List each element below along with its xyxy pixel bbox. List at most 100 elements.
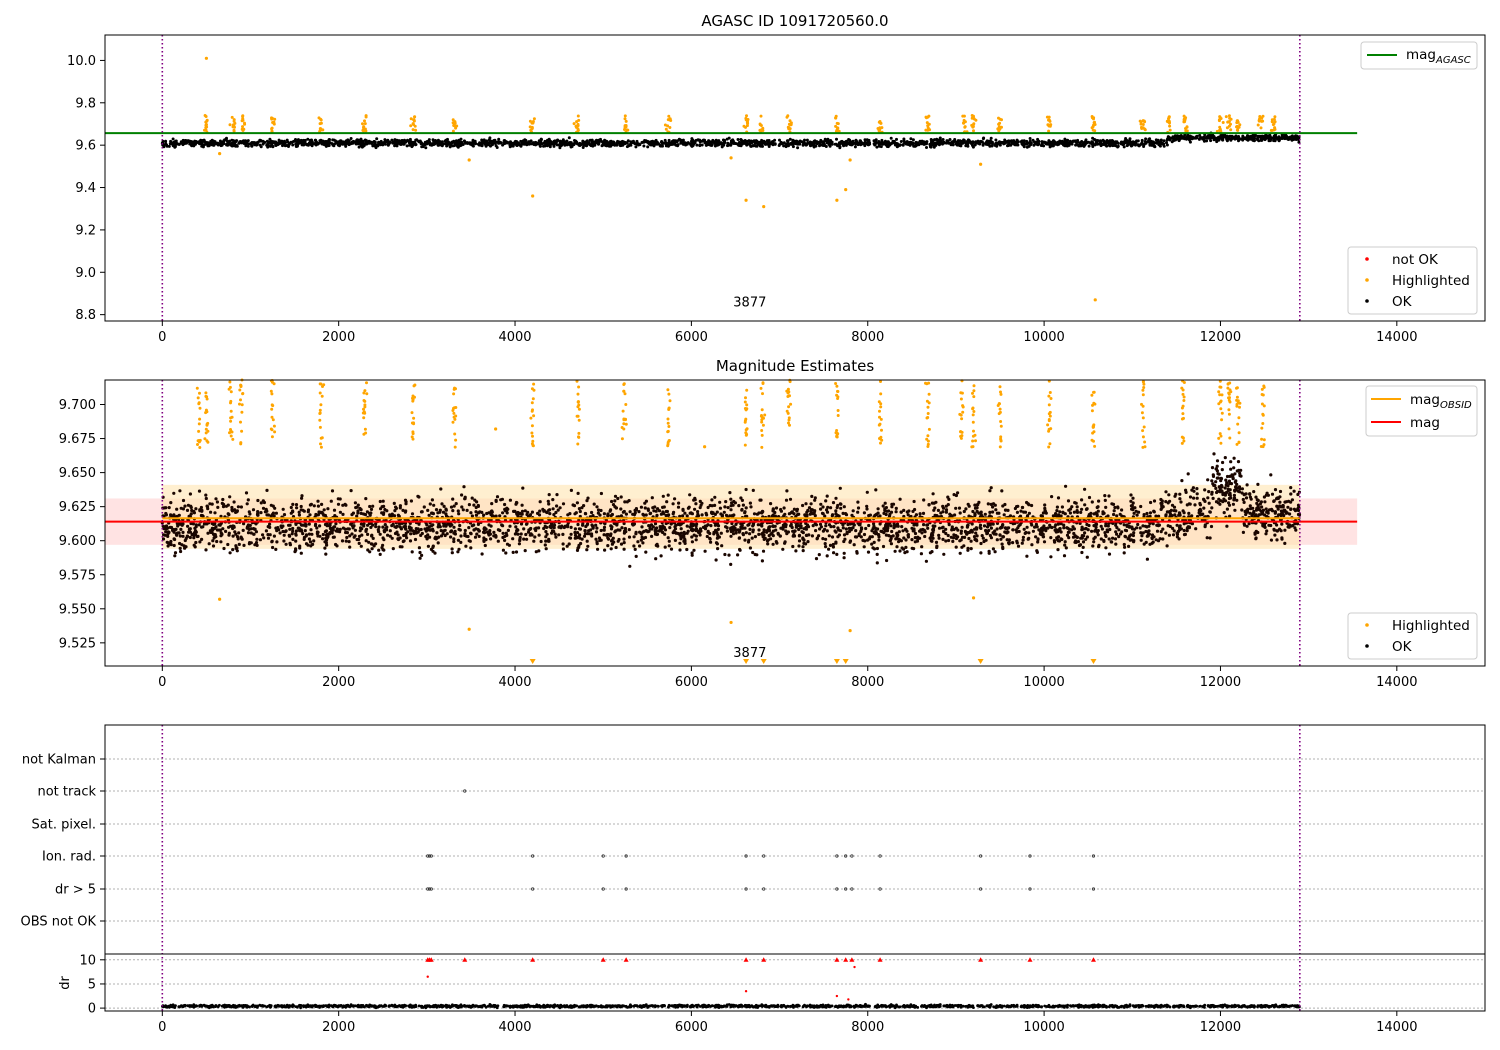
ok-point [325,532,329,536]
ok-point [361,144,365,148]
ok-point [570,142,574,146]
ok-point [820,511,825,515]
ok-point [391,547,395,551]
ok-point [584,140,588,144]
ok-point [211,143,215,146]
ok-point [569,532,573,536]
ok-point [359,137,363,141]
ok-point [759,144,763,148]
highlighted-point [1167,116,1171,120]
ok-point [692,498,696,502]
ok-point [769,141,773,145]
ok-point [1084,537,1088,541]
ok-point [1054,523,1058,527]
ok-point [1087,144,1091,148]
ok-point [348,545,352,549]
ok-point [288,141,292,145]
ok-point [863,144,867,148]
ok-point [1106,141,1110,145]
highlighted-point [787,127,791,131]
highlighted-point [1093,129,1097,133]
ok-point [1221,138,1224,142]
ok-point [771,542,775,546]
ok-point [815,140,819,144]
ok-point [1108,144,1112,148]
highlighted-point [761,129,765,132]
ok-point [567,136,571,140]
ok-point [1280,522,1284,526]
ok-point [228,139,232,143]
ok-point [713,495,717,499]
ok-point [781,547,785,551]
ok-point [784,498,789,502]
ok-point [321,532,325,537]
ok-point [743,538,747,542]
ok-point [509,142,513,146]
ok-point [1242,136,1246,140]
ok-point [548,511,552,516]
ok-point [717,139,721,143]
ok-point [250,144,254,148]
ok-point [622,537,626,541]
ok-point [473,535,478,539]
ok-point [936,508,941,512]
ok-point [1085,522,1089,527]
highlighted-point [1258,115,1262,118]
ok-point [948,138,952,141]
ok-point [1025,139,1029,143]
ok-point [894,506,898,510]
highlighted-point [1167,120,1171,124]
ok-point [785,139,789,143]
ok-point [892,139,896,143]
ok-point [609,139,613,143]
ok-point [720,544,724,548]
panel1-annotation: 3877 [733,295,766,310]
ok-point [650,534,654,539]
highlighted-point [746,118,750,121]
ok-point [737,140,741,144]
ok-point [848,540,852,544]
ok-point [1112,512,1116,517]
ok-point [788,137,792,141]
ok-point [801,503,805,508]
x-tick-label: 0 [158,330,166,345]
ok-point [1073,139,1077,143]
ok-point [862,532,867,537]
ok-point [683,511,687,515]
ok-point [1107,552,1112,556]
ok-point [1155,529,1160,533]
ok-point [690,551,694,555]
ok-point [889,136,893,140]
ok-point [639,505,644,509]
ok-point [911,138,915,142]
highlighted-outlier [729,156,733,160]
ok-point [1197,137,1201,141]
ok-point [641,140,645,144]
ok-point [565,143,569,147]
ok-point [194,523,198,527]
ok-point [225,139,229,143]
ok-point [744,487,748,492]
ok-point [485,141,489,145]
ok-point [586,544,590,548]
ok-point [1208,536,1212,540]
ok-point [316,499,320,503]
ok-point [1180,136,1184,140]
ok-point [394,505,398,509]
ok-point [393,144,397,148]
ok-point [986,502,990,506]
ok-point [749,505,753,509]
ok-point [824,524,828,528]
ok-point [1147,139,1151,143]
ok-point [462,139,466,143]
ok-point [447,142,451,146]
highlighted-point [1143,128,1147,132]
ok-point [1142,145,1146,148]
ok-point [1085,141,1089,145]
ok-point [497,137,501,141]
highlighted-point [1185,125,1189,129]
highlighted-point [317,116,321,120]
panel1-title: AGASC ID 1091720560.0 [701,12,888,30]
ok-point [969,547,973,551]
ok-point [450,551,454,555]
